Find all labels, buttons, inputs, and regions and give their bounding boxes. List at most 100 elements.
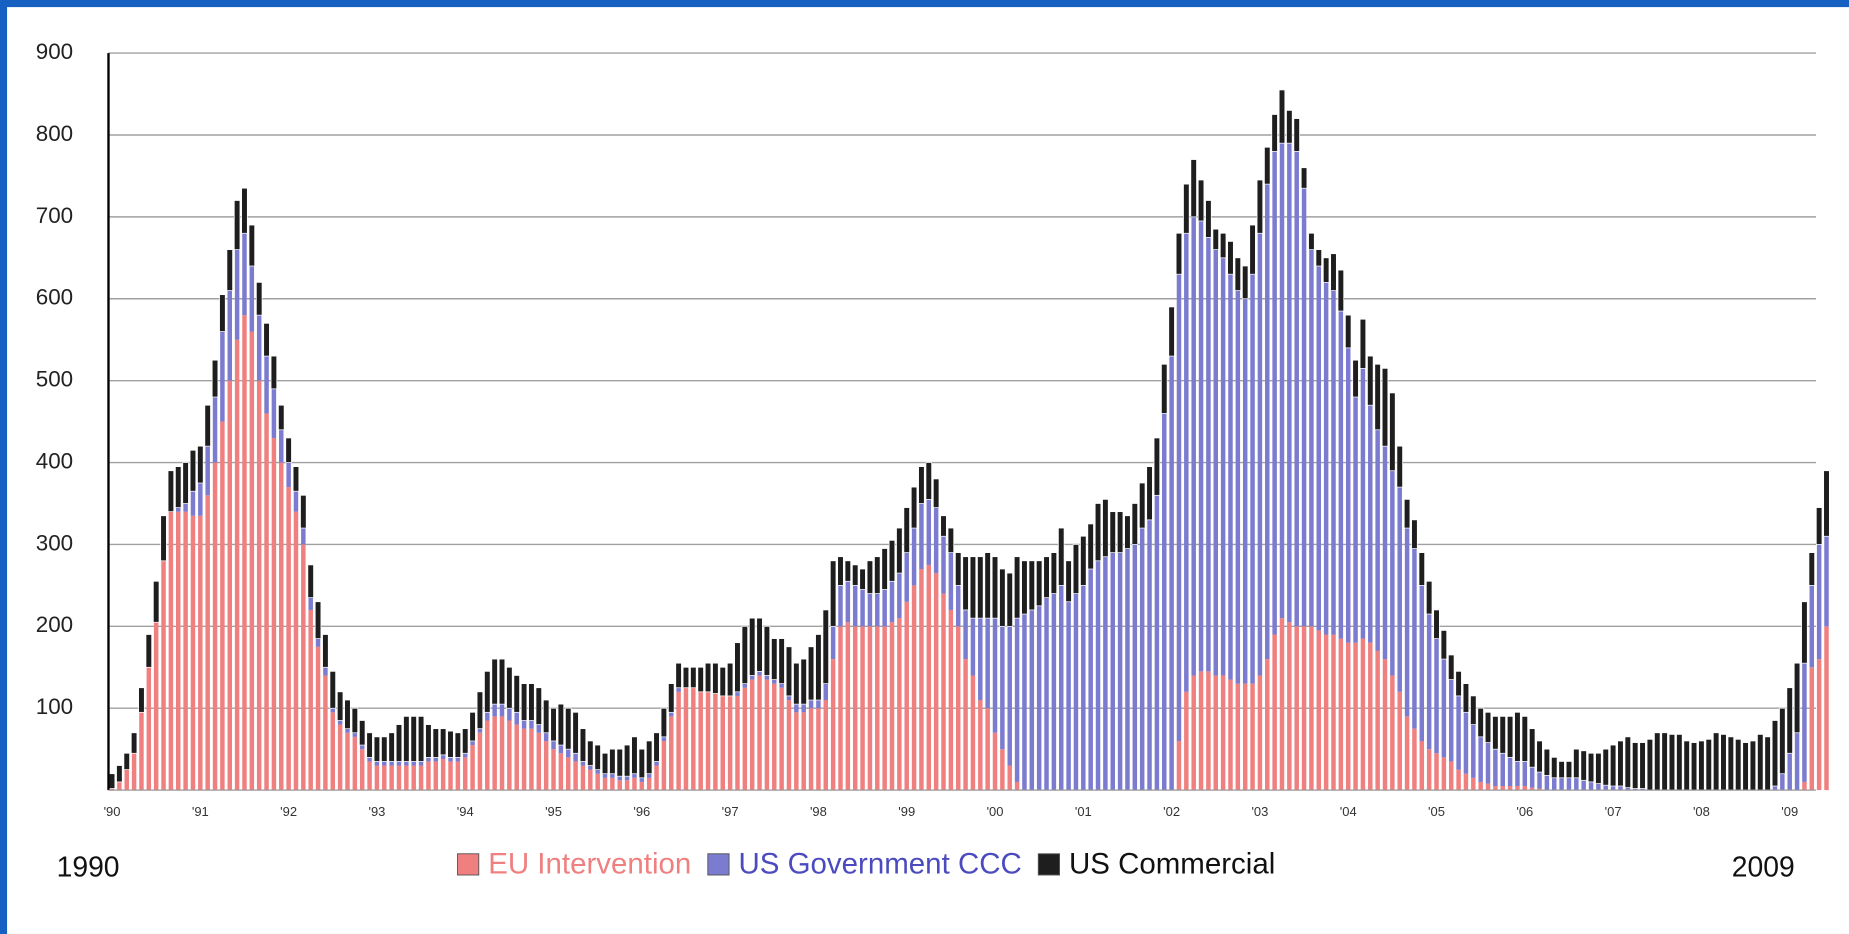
bar-segment <box>440 758 446 791</box>
bar-segment <box>1257 233 1263 676</box>
bar-segment <box>1521 716 1528 762</box>
bar-segment <box>286 462 291 488</box>
bar-segment <box>1300 167 1308 189</box>
bar-segment <box>1418 552 1425 586</box>
bar-segment <box>300 494 307 529</box>
bar-segment <box>1528 728 1536 768</box>
bar-segment <box>183 511 188 791</box>
bar-segment <box>411 765 416 791</box>
bar-segment <box>1013 556 1021 619</box>
bar-segment <box>889 622 895 791</box>
legend-label: US Government CCC <box>738 847 1021 880</box>
bar-segment <box>565 707 572 750</box>
bar-segment <box>705 691 711 791</box>
bar-segment <box>984 552 991 619</box>
bars <box>108 89 1830 791</box>
bar-segment <box>352 736 358 791</box>
bar-segment <box>918 466 925 504</box>
bar-segment <box>1315 249 1322 267</box>
bar-segment <box>359 745 365 750</box>
bar-segment <box>410 716 417 762</box>
bar-segment <box>1802 663 1807 782</box>
bar-segment <box>1006 572 1013 627</box>
bar-segment <box>653 732 660 762</box>
bar-segment <box>367 757 372 762</box>
bar-segment <box>1565 761 1573 779</box>
bar-segment <box>498 658 506 705</box>
bar-segment <box>484 671 491 713</box>
bar-segment <box>336 691 344 721</box>
bar-segment <box>314 601 322 639</box>
bar-segment <box>1360 368 1366 639</box>
bar-segment <box>1809 585 1815 668</box>
bar-segment <box>1506 716 1514 758</box>
bar-segment <box>573 753 578 762</box>
bar-segment <box>1492 716 1499 750</box>
bar-segment <box>117 781 122 791</box>
bar-segment <box>1632 742 1639 789</box>
bar-segment <box>1690 742 1698 791</box>
bar-segment <box>926 499 932 565</box>
bar-segment <box>404 765 409 791</box>
bar-segment <box>1507 757 1513 787</box>
bar-segment <box>1220 675 1226 791</box>
bar-segment <box>573 761 578 791</box>
bar-segment <box>1609 744 1617 787</box>
bar-segment <box>1581 780 1586 791</box>
bar-segment <box>382 765 387 791</box>
bar-segment <box>1198 671 1204 791</box>
bar-segment <box>992 732 998 791</box>
bar-segment <box>227 290 232 381</box>
bar-segment <box>1000 749 1005 791</box>
bar-segment <box>1117 552 1123 791</box>
bar-segment <box>1191 216 1196 676</box>
x-tick-label: '90 <box>104 804 121 819</box>
bar-segment <box>536 724 542 733</box>
bar-segment <box>1059 585 1064 791</box>
bar-segment <box>1543 748 1551 776</box>
bar-segment <box>1139 528 1145 791</box>
bar-segment <box>433 757 439 762</box>
bar-segment <box>1110 552 1115 791</box>
bar-segment <box>411 761 416 766</box>
bar-segment <box>1580 750 1587 781</box>
bar-segment <box>1250 274 1255 684</box>
bar-segment <box>632 773 637 778</box>
bar-segment <box>1484 711 1492 743</box>
x-tick-label: '97 <box>722 804 739 819</box>
bar-segment <box>691 687 696 791</box>
bar-segment <box>1088 569 1093 791</box>
bar-segment <box>323 667 328 676</box>
bar-segment <box>1382 659 1388 791</box>
bar-segment <box>660 707 668 738</box>
bar-segment <box>1587 752 1595 783</box>
bar-segment <box>955 552 962 586</box>
bar-segment <box>749 675 755 680</box>
bar-segment <box>507 720 512 791</box>
bar-segment <box>933 507 939 574</box>
bar-segment <box>970 618 976 676</box>
bar-segment <box>1043 556 1050 599</box>
x-tick-label: '92 <box>280 804 297 819</box>
bar-segment <box>1257 675 1263 791</box>
bar-segment <box>1058 527 1065 586</box>
bar-segment <box>1051 593 1057 791</box>
bar-segment <box>1124 515 1131 549</box>
bar-segment <box>844 560 852 582</box>
bar-segment <box>1448 679 1454 762</box>
y-tick-label: 100 <box>36 694 73 719</box>
bar-segment <box>307 564 314 599</box>
bar-segment <box>204 404 211 447</box>
bar-segment <box>1176 274 1182 741</box>
bar-segment <box>1404 716 1410 791</box>
bar-segment <box>315 646 321 791</box>
bar-segment <box>1345 642 1351 791</box>
bar-segment <box>491 658 498 705</box>
bar-segment <box>955 585 961 627</box>
bar-segment <box>698 691 703 791</box>
bar-segment <box>1500 753 1505 787</box>
bar-segment <box>779 687 784 791</box>
grid <box>108 52 1816 709</box>
bar-segment <box>448 761 453 791</box>
bar-segment <box>1359 318 1367 369</box>
